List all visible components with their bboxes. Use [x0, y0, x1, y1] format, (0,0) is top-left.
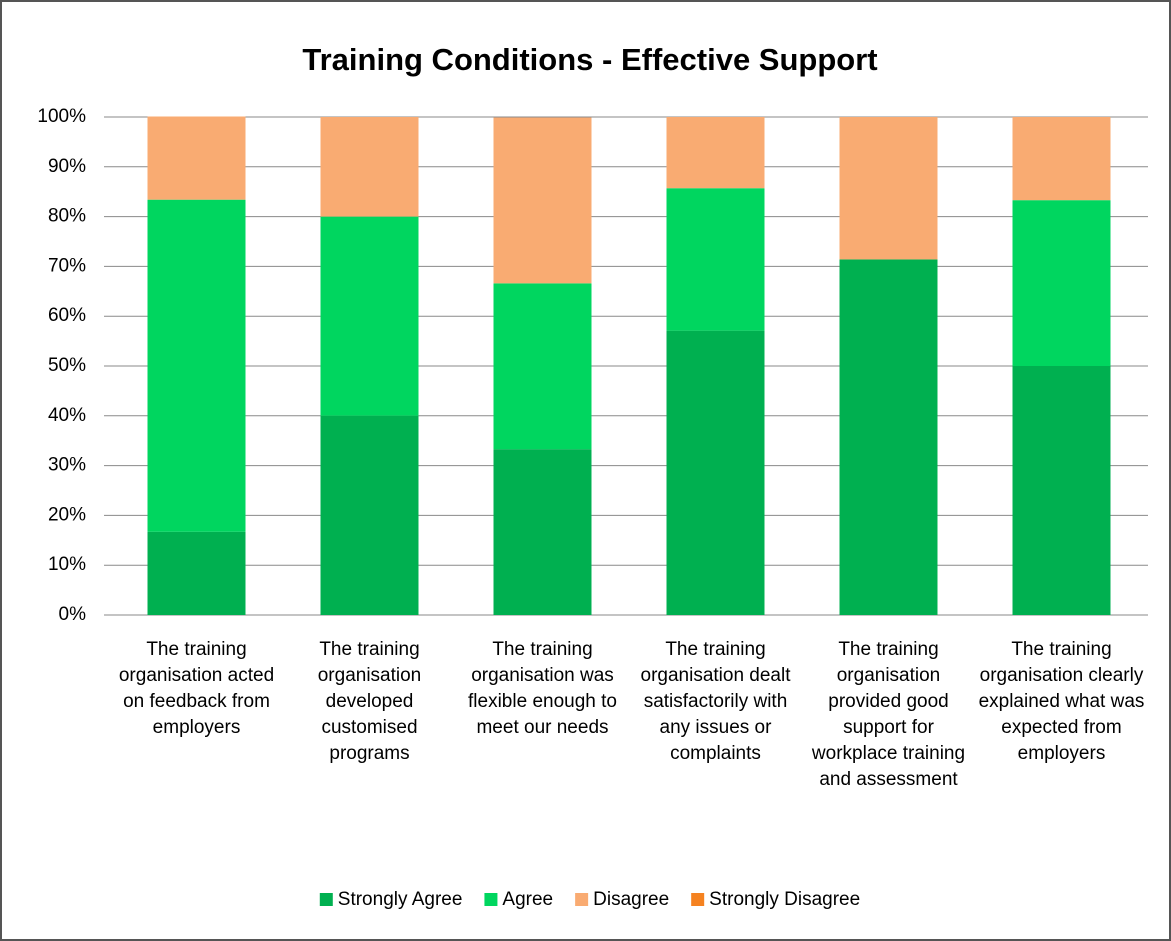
y-tick-label: 100% [37, 106, 86, 127]
y-tick-label: 30% [48, 455, 86, 476]
x-tick-label: The training organisation dealt satisfac… [640, 639, 791, 764]
bar-segment [666, 330, 765, 615]
legend-label: Agree [502, 889, 553, 910]
bar-segment [320, 216, 419, 416]
bar-segment [493, 117, 592, 284]
legend-label: Strongly Agree [338, 889, 463, 910]
bar-segment [839, 117, 938, 260]
bar-segment [493, 449, 592, 615]
y-tick-label: 60% [48, 305, 86, 326]
bar-segment [320, 415, 419, 615]
legend-marker [575, 893, 589, 906]
bar-segment [147, 531, 246, 615]
legend-marker [691, 893, 705, 906]
y-tick-label: 50% [48, 355, 86, 376]
bar-segment [147, 199, 246, 532]
x-tick-label: The training organisation developed cust… [317, 639, 422, 764]
bar-segment [320, 117, 419, 217]
y-tick-label: 10% [48, 554, 86, 575]
bar-segment [1012, 200, 1111, 366]
x-tick-label: The training organisation was flexible e… [468, 639, 617, 738]
bar-segment [1012, 366, 1111, 615]
bar-segment [147, 116, 246, 200]
bar-segment [493, 283, 592, 450]
x-tick-label: The training organisation provided good … [811, 639, 966, 790]
y-tick-label: 20% [48, 504, 86, 525]
y-tick-label: 90% [48, 156, 86, 177]
bar-segment [666, 117, 765, 189]
y-tick-label: 0% [59, 604, 87, 625]
x-tick-label: The training organisation clearly explai… [978, 639, 1145, 764]
bar-segment [1012, 117, 1111, 201]
y-tick-label: 70% [48, 255, 86, 276]
legend-label: Disagree [593, 889, 669, 910]
x-tick-label: The training organisation acted on feedb… [118, 639, 275, 738]
bar-segment [839, 259, 938, 615]
legend-label: Strongly Disagree [709, 889, 860, 910]
legend-marker [484, 893, 498, 906]
y-tick-label: 40% [48, 405, 86, 426]
chart-title: Training Conditions - Effective Support [302, 42, 877, 77]
legend-marker [319, 893, 333, 906]
y-tick-label: 80% [48, 206, 86, 227]
bar-segment [666, 188, 765, 331]
